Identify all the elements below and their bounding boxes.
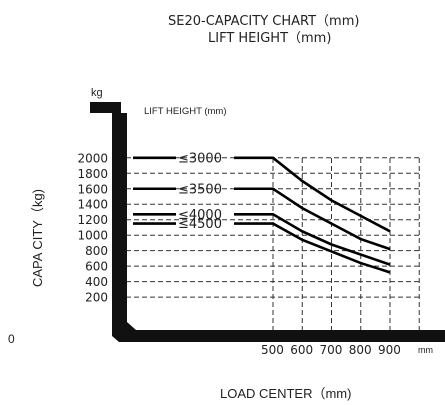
- x-tick-900: 900: [378, 343, 401, 357]
- series-4-label: ≤4500: [178, 217, 222, 232]
- series-1-curve: [234, 156, 391, 233]
- y-tick-400: 400: [85, 275, 108, 289]
- y-unit-label: kg: [91, 87, 103, 99]
- series-4-curve: [234, 222, 391, 274]
- series-2-curve: [234, 187, 391, 251]
- series-3-label: ≤4000: [178, 208, 222, 223]
- x-tick-800: 800: [349, 343, 372, 357]
- stray-label: 0: [8, 332, 15, 346]
- x-axis-title: LOAD CENTER（mm): [220, 386, 351, 401]
- x-tick-500: 500: [261, 343, 284, 357]
- series-curves: ≤3000 ≤3500 ≤4000≤4500: [133, 151, 391, 274]
- chart-title: SE20-CAPACITY CHART（mm): [168, 14, 360, 29]
- x-unit-label: mm: [418, 345, 433, 355]
- y-tick-600: 600: [85, 260, 108, 274]
- x-tick-600: 600: [290, 343, 313, 357]
- y-tick-2000: 2000: [77, 151, 108, 165]
- series-2-label: ≤3500: [178, 182, 222, 197]
- y-tick-1800: 1800: [77, 167, 108, 181]
- y-axis-bar: [90, 102, 445, 342]
- chart-frame: [90, 102, 445, 342]
- y-tick-1600: 1600: [77, 182, 108, 196]
- chart-subtitle: LIFT HEIGHT（mm): [208, 31, 332, 46]
- x-tick-700: 700: [320, 343, 343, 357]
- y-tick-200: 200: [85, 291, 108, 305]
- y-tick-800: 800: [85, 244, 108, 258]
- y-tick-1200: 1200: [77, 213, 108, 227]
- y-tick-1000: 1000: [77, 229, 108, 243]
- series-1-label: ≤3000: [178, 151, 222, 166]
- y-tick-1400: 1400: [77, 198, 108, 212]
- y-axis-title: CAPA CITY（kg): [30, 189, 45, 287]
- legend-title: LIFT HEIGHT (mm): [144, 106, 227, 117]
- series-3-curve: [234, 213, 391, 266]
